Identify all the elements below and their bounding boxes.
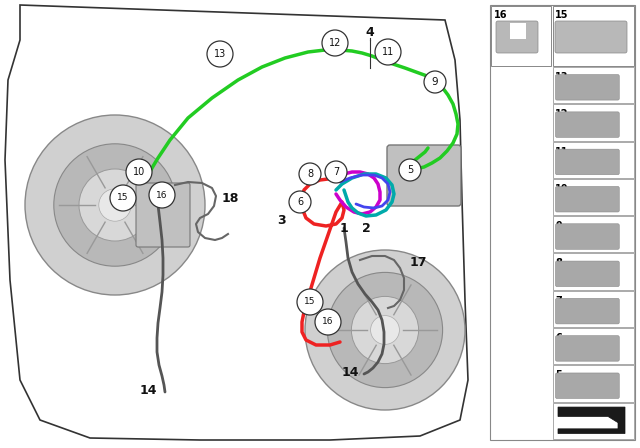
FancyBboxPatch shape <box>553 67 634 103</box>
FancyBboxPatch shape <box>553 254 634 290</box>
FancyBboxPatch shape <box>553 142 634 178</box>
Text: 8: 8 <box>555 258 562 268</box>
FancyBboxPatch shape <box>387 145 461 206</box>
Text: 16: 16 <box>494 10 508 20</box>
FancyBboxPatch shape <box>556 74 620 100</box>
Text: 13: 13 <box>214 49 226 59</box>
Circle shape <box>54 144 176 266</box>
FancyBboxPatch shape <box>556 261 620 287</box>
Circle shape <box>305 250 465 410</box>
FancyBboxPatch shape <box>496 21 538 53</box>
Text: 8: 8 <box>307 169 313 179</box>
FancyBboxPatch shape <box>556 298 620 324</box>
FancyBboxPatch shape <box>553 328 634 364</box>
Text: 7: 7 <box>333 167 339 177</box>
Circle shape <box>207 41 233 67</box>
Text: 10: 10 <box>555 184 568 194</box>
FancyBboxPatch shape <box>556 186 620 212</box>
Circle shape <box>79 169 151 241</box>
Text: 14: 14 <box>140 383 157 396</box>
Text: 14: 14 <box>341 366 359 379</box>
Circle shape <box>25 115 205 295</box>
FancyBboxPatch shape <box>553 216 634 253</box>
FancyBboxPatch shape <box>556 112 620 138</box>
Text: 11: 11 <box>555 146 568 157</box>
Circle shape <box>289 191 311 213</box>
Text: 12: 12 <box>555 109 568 119</box>
Polygon shape <box>558 407 625 434</box>
Text: 7: 7 <box>555 296 562 306</box>
Text: 4: 4 <box>365 26 374 39</box>
FancyBboxPatch shape <box>553 6 634 66</box>
FancyBboxPatch shape <box>553 104 634 141</box>
Circle shape <box>99 189 131 221</box>
Circle shape <box>325 161 347 183</box>
FancyBboxPatch shape <box>553 403 634 439</box>
FancyBboxPatch shape <box>556 149 620 175</box>
Text: 16: 16 <box>156 190 168 199</box>
Text: 17: 17 <box>409 255 427 268</box>
FancyBboxPatch shape <box>553 366 634 402</box>
Circle shape <box>351 297 419 364</box>
Circle shape <box>322 30 348 56</box>
FancyBboxPatch shape <box>553 179 634 215</box>
Text: 15: 15 <box>555 10 568 20</box>
Text: 5: 5 <box>555 370 562 380</box>
FancyBboxPatch shape <box>556 336 620 361</box>
Circle shape <box>424 71 446 93</box>
FancyBboxPatch shape <box>556 373 620 398</box>
Circle shape <box>315 309 341 335</box>
Text: 6: 6 <box>297 197 303 207</box>
Text: 10: 10 <box>133 167 145 177</box>
Text: 3: 3 <box>278 214 286 227</box>
FancyBboxPatch shape <box>136 183 190 247</box>
Circle shape <box>110 185 136 211</box>
Circle shape <box>399 159 421 181</box>
FancyBboxPatch shape <box>510 23 526 39</box>
Text: 13: 13 <box>555 72 568 82</box>
Circle shape <box>297 289 323 315</box>
FancyBboxPatch shape <box>556 224 620 249</box>
Circle shape <box>149 182 175 208</box>
Text: 15: 15 <box>304 297 316 306</box>
FancyBboxPatch shape <box>555 21 627 53</box>
Text: 12: 12 <box>329 38 341 48</box>
Text: 15: 15 <box>117 194 129 202</box>
Polygon shape <box>5 5 468 440</box>
Text: 5: 5 <box>407 165 413 175</box>
Text: 11: 11 <box>382 47 394 57</box>
Circle shape <box>299 163 321 185</box>
Text: 1: 1 <box>340 221 348 234</box>
Text: 2: 2 <box>362 221 371 234</box>
Text: 6: 6 <box>555 333 562 343</box>
Circle shape <box>126 159 152 185</box>
Text: 9: 9 <box>432 77 438 87</box>
FancyBboxPatch shape <box>491 6 551 66</box>
Text: 9: 9 <box>555 221 562 231</box>
FancyBboxPatch shape <box>553 291 634 327</box>
Text: 18: 18 <box>221 191 239 204</box>
Circle shape <box>371 315 399 345</box>
Circle shape <box>328 272 443 388</box>
Circle shape <box>375 39 401 65</box>
FancyBboxPatch shape <box>490 5 635 440</box>
Text: 16: 16 <box>323 318 333 327</box>
